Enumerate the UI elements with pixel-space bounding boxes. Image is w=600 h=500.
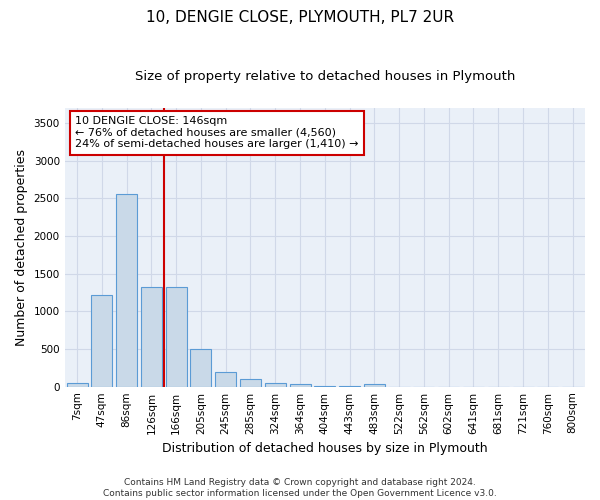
- Text: 10, DENGIE CLOSE, PLYMOUTH, PL7 2UR: 10, DENGIE CLOSE, PLYMOUTH, PL7 2UR: [146, 10, 454, 25]
- Bar: [240, 379, 261, 386]
- Text: 10 DENGIE CLOSE: 146sqm
← 76% of detached houses are smaller (4,560)
24% of semi: 10 DENGIE CLOSE: 146sqm ← 76% of detache…: [75, 116, 359, 150]
- Bar: [290, 384, 311, 386]
- Text: Contains HM Land Registry data © Crown copyright and database right 2024.
Contai: Contains HM Land Registry data © Crown c…: [103, 478, 497, 498]
- Bar: [141, 287, 162, 386]
- Bar: [265, 383, 286, 386]
- Bar: [190, 350, 211, 387]
- Title: Size of property relative to detached houses in Plymouth: Size of property relative to detached ho…: [134, 70, 515, 83]
- Bar: [215, 372, 236, 386]
- Bar: [166, 287, 187, 386]
- X-axis label: Distribution of detached houses by size in Plymouth: Distribution of detached houses by size …: [162, 442, 488, 455]
- Y-axis label: Number of detached properties: Number of detached properties: [15, 148, 28, 346]
- Bar: [364, 384, 385, 386]
- Bar: [91, 295, 112, 386]
- Bar: [67, 383, 88, 386]
- Bar: [116, 194, 137, 386]
